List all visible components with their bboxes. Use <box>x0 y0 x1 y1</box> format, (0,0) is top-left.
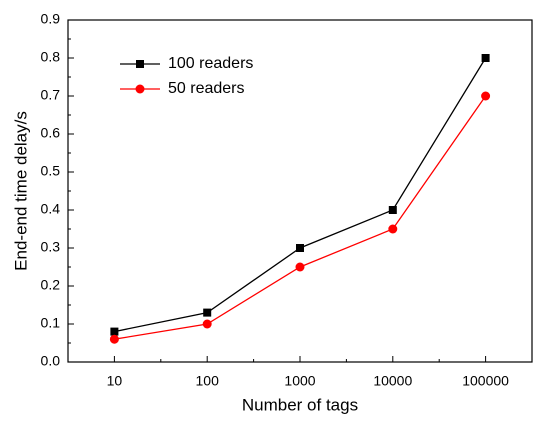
y-tick-label: 0.4 <box>41 201 61 217</box>
plot-frame <box>67 19 533 363</box>
x-tick-label: 100000 <box>462 373 509 389</box>
legend-label: 100 readers <box>168 55 253 72</box>
x-tick-label: 10 <box>107 373 123 389</box>
y-axis-label: End-end time delay/s <box>11 111 30 271</box>
point <box>388 206 397 214</box>
point <box>203 308 212 317</box>
x-tick-label: 1000 <box>284 373 315 389</box>
point <box>481 91 491 101</box>
x-tick-label: 100 <box>196 373 220 389</box>
y-tick-label: 0.0 <box>41 353 61 369</box>
y-tick-label: 0.5 <box>41 163 61 179</box>
series-line <box>114 95 487 340</box>
y-tick-label: 0.3 <box>41 239 61 255</box>
point <box>295 262 305 272</box>
series-line <box>114 57 487 333</box>
legend-marker <box>136 60 144 68</box>
point <box>388 224 398 234</box>
y-tick-label: 0.2 <box>41 277 61 293</box>
legend-label: 50 readers <box>168 80 245 97</box>
y-tick-label: 0.8 <box>41 49 61 65</box>
legend-marker <box>135 84 145 94</box>
point <box>109 334 119 344</box>
y-tick-label: 0.1 <box>41 315 61 331</box>
point <box>481 54 490 62</box>
y-tick-label: 0.9 <box>41 11 61 27</box>
x-axis-label: Number of tags <box>242 395 358 414</box>
point <box>202 319 212 329</box>
y-tick-label: 0.7 <box>41 87 61 103</box>
point <box>110 327 119 336</box>
y-tick-label: 0.6 <box>41 125 61 141</box>
point <box>296 244 304 252</box>
x-tick-label: 10000 <box>373 373 412 389</box>
